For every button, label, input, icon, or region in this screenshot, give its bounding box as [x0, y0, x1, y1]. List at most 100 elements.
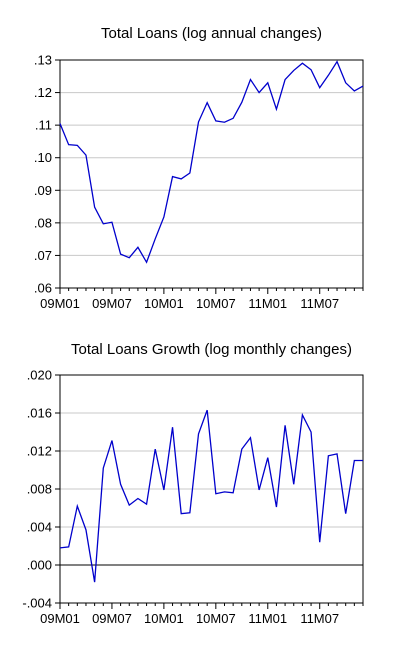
data-point — [319, 541, 321, 543]
y-tick-label: -.004 — [22, 596, 52, 611]
data-point — [154, 448, 156, 450]
data-point — [327, 455, 329, 457]
x-tick-label: 10M07 — [196, 296, 236, 311]
data-point — [163, 489, 165, 491]
data-point — [267, 456, 269, 458]
data-point — [249, 437, 251, 439]
data-point — [362, 85, 364, 87]
x-tick-label: 11M01 — [248, 296, 287, 311]
data-point — [301, 62, 303, 64]
x-tick-label: 09M01 — [40, 296, 80, 311]
chart-panel-annual: Total Loans (log annual changes) .13 .12 .1… — [34, 25, 364, 311]
y-tick-label: .004 — [27, 520, 52, 535]
data-point — [67, 143, 69, 145]
data-point — [180, 178, 182, 180]
data-point — [275, 108, 277, 110]
data-point — [336, 453, 338, 455]
data-point — [310, 431, 312, 433]
x-tick-label: 11M01 — [248, 611, 287, 626]
data-point — [102, 223, 104, 225]
y-tick-label: .10 — [34, 150, 52, 165]
data-point — [319, 86, 321, 88]
data-point — [85, 154, 87, 156]
series-line — [59, 409, 363, 583]
chart-title: Total Loans (log annual changes) — [101, 25, 322, 42]
data-point — [232, 117, 234, 119]
y-tick-label: .000 — [27, 558, 52, 573]
data-point — [301, 414, 303, 416]
data-point — [102, 467, 104, 469]
x-tick-label: 09M07 — [92, 296, 132, 311]
data-point — [232, 492, 234, 494]
y-tick-label: .09 — [34, 183, 52, 198]
data-point — [310, 69, 312, 71]
data-point — [344, 82, 346, 84]
x-tick-label: 10M07 — [196, 611, 236, 626]
data-point — [180, 513, 182, 515]
data-point — [76, 505, 78, 507]
data-point — [111, 439, 113, 441]
data-point — [197, 433, 199, 435]
x-tick-label: 10M01 — [144, 611, 184, 626]
data-point — [215, 493, 217, 495]
data-point — [145, 261, 147, 263]
y-tick-label: .020 — [27, 368, 52, 383]
data-point — [258, 91, 260, 93]
data-point — [119, 483, 121, 485]
series-line — [59, 60, 364, 264]
data-point — [362, 459, 364, 461]
y-tick-label: .11 — [35, 118, 52, 133]
data-point — [206, 409, 208, 411]
y-tick-label: .13 — [34, 53, 52, 68]
data-point — [93, 581, 95, 583]
data-point — [267, 82, 269, 84]
data-point — [206, 101, 208, 103]
data-point — [249, 78, 251, 80]
data-point — [137, 246, 139, 248]
data-point — [85, 529, 87, 531]
data-point — [241, 448, 243, 450]
data-point — [336, 60, 338, 62]
data-point — [241, 101, 243, 103]
data-point — [137, 497, 139, 499]
data-point — [223, 121, 225, 123]
x-tick-label: 09M07 — [92, 611, 132, 626]
data-point — [145, 503, 147, 505]
plot-frame — [59, 374, 364, 604]
data-point — [67, 546, 69, 548]
data-point — [275, 506, 277, 508]
data-point — [353, 459, 355, 461]
y-tick-label: .06 — [34, 281, 52, 296]
data-point — [171, 175, 173, 177]
data-point — [154, 238, 156, 240]
data-point — [59, 122, 61, 124]
y-tick-label: .07 — [34, 248, 52, 263]
y-tick-label: .12 — [34, 85, 52, 100]
data-point — [223, 491, 225, 493]
data-point — [353, 90, 355, 92]
x-tick-label: 09M01 — [40, 611, 80, 626]
plot-frame — [59, 59, 364, 289]
data-point — [76, 144, 78, 146]
data-point — [59, 547, 61, 549]
data-point — [119, 253, 121, 255]
chart-title: Total Loans Growth (log monthly changes) — [71, 341, 352, 358]
x-tick-label: 11M07 — [300, 611, 339, 626]
y-tick-label: .08 — [34, 215, 52, 230]
data-point — [128, 504, 130, 506]
data-point — [215, 120, 217, 122]
y-tick-label: .016 — [27, 406, 52, 421]
data-point — [93, 206, 95, 208]
x-tick-label: 10M01 — [144, 296, 184, 311]
data-point — [327, 74, 329, 76]
data-point — [111, 221, 113, 223]
data-point — [163, 216, 165, 218]
data-point — [128, 257, 130, 259]
data-point — [258, 489, 260, 491]
data-point — [189, 512, 191, 514]
chart-panel-monthly: Total Loans Growth (log monthly changes)… — [22, 341, 364, 626]
data-point — [284, 78, 286, 80]
x-tick-label: 11M07 — [300, 296, 339, 311]
data-point — [197, 121, 199, 123]
